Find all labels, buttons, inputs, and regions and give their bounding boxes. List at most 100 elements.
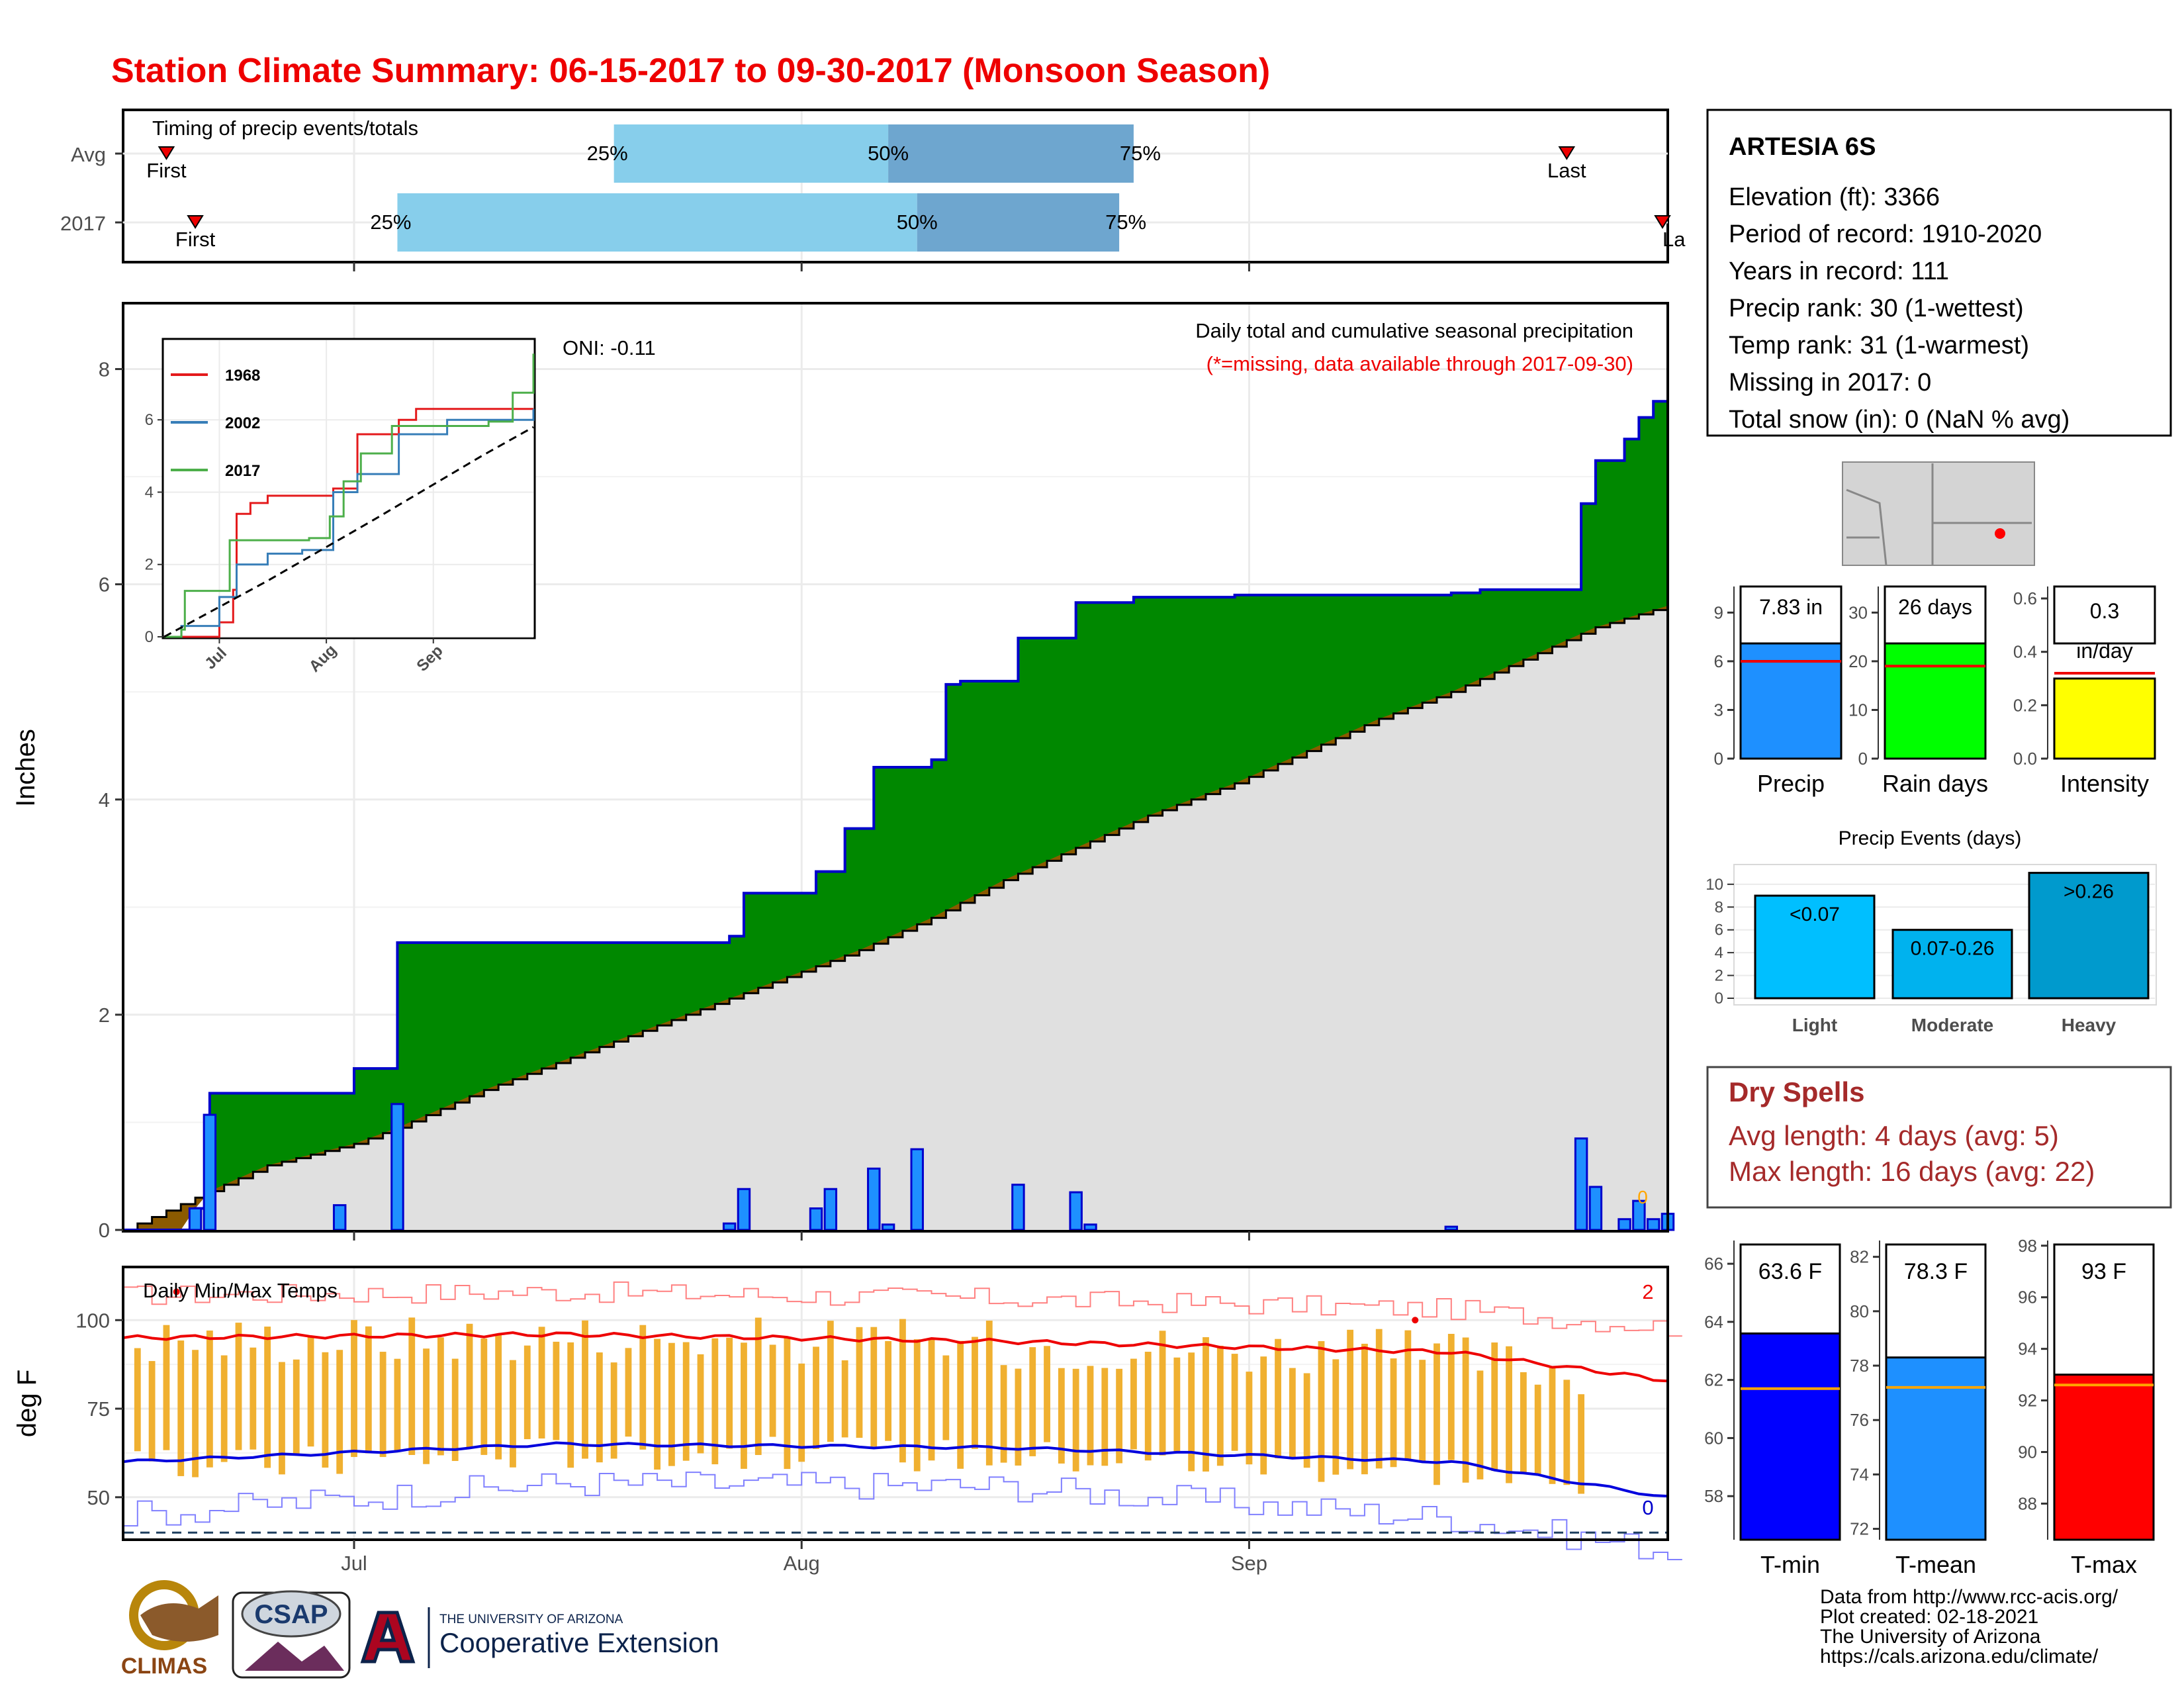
- daily-temps-panel: 50 75 100 Jul Aug Sep Daily Min/Max Temps de…: [13, 1266, 1682, 1575]
- temp-summary-ytick-label: 82: [1850, 1247, 1869, 1267]
- daily-temp-bar: [625, 1348, 632, 1437]
- daily-precip-bar: [867, 1167, 881, 1231]
- daily-temp-bar: [379, 1352, 387, 1458]
- daily-temp-bar: [654, 1338, 660, 1470]
- events-ytick-label: 2: [1715, 967, 1723, 985]
- ua-logo: THE UNIVERSITY OF ARIZONA Cooperative Ex…: [360, 1607, 719, 1668]
- timing-75-label-1: 75%: [1105, 211, 1146, 234]
- timing-bar-50-75-0: [888, 124, 1134, 183]
- temp-summary-ytick-label: 92: [2018, 1391, 2037, 1411]
- temp-summary-value-label: 93 F: [2081, 1259, 2126, 1284]
- daily-temp-bar: [1173, 1357, 1181, 1454]
- events-bar-label: >0.26: [2064, 881, 2114, 903]
- summary-ytick-label: 9: [1714, 602, 1723, 622]
- timing-25-label-0: 25%: [587, 142, 628, 165]
- timing-75-label-0: 75%: [1120, 142, 1161, 165]
- temp-summary-ytick-label: 98: [2018, 1236, 2037, 1256]
- daily-temp-bar: [220, 1355, 228, 1462]
- daily-temp-bar: [1303, 1373, 1310, 1468]
- station-location-marker: [1995, 528, 2005, 539]
- dry-spells-box: Dry Spells Avg length: 4 days (avg: 5) M…: [1706, 1066, 2172, 1209]
- record-max-count: 2: [1642, 1280, 1653, 1303]
- daily-temp-bar: [856, 1327, 863, 1438]
- summary-value-label: 0.3: [2090, 599, 2119, 623]
- daily-precip-bar: [722, 1222, 737, 1231]
- footer-credits: Data from http://www.rcc-acis.org/ Plot …: [1820, 1586, 2118, 1667]
- locator-map: [1842, 461, 2035, 566]
- inset-series-line-1: [164, 408, 535, 638]
- daily-temp-bar: [1563, 1380, 1570, 1485]
- inset-series-line-3: [163, 426, 534, 638]
- daily-temp-bar: [711, 1338, 719, 1465]
- inset-ytick-label-0: 0: [145, 628, 154, 646]
- daily-temp-bar: [754, 1317, 762, 1456]
- climas-logo: CLIMAS: [121, 1580, 218, 1679]
- dry-spells-avg: Avg length: 4 days (avg: 5): [1729, 1120, 2059, 1151]
- dry-spells-max: Max length: 16 days (avg: 22): [1729, 1156, 2095, 1187]
- daily-temp-bar: [1419, 1360, 1426, 1463]
- daily-temp-bar: [899, 1319, 906, 1463]
- daily-precip-bar: [737, 1188, 751, 1231]
- main-chart-header: Daily total and cumulative seasonal prec…: [1195, 319, 1633, 342]
- daily-temp-bar: [610, 1362, 617, 1459]
- daily-temp-bar: [596, 1352, 603, 1463]
- events-ytick-label: 0: [1715, 990, 1723, 1008]
- oni-value: ONI: -0.11: [563, 336, 656, 359]
- daily-precip-bar: [910, 1148, 924, 1231]
- record-min-count: 0: [1642, 1496, 1653, 1519]
- timing-bar-25-50-1: [397, 193, 917, 252]
- daily-temp-bar: [1159, 1331, 1166, 1456]
- timing-bar-25-50-0: [614, 124, 889, 183]
- daily-temp-bar: [1318, 1340, 1325, 1482]
- summary-category-label: Rain days: [1882, 770, 1988, 797]
- daily-precip-bar: [390, 1103, 404, 1231]
- csap-cloud: [241, 1590, 341, 1638]
- daily-temp-bar: [942, 1355, 950, 1440]
- daily-temp-bar: [466, 1323, 473, 1448]
- daily-temp-bar: [841, 1360, 848, 1438]
- temp-summary-ytick-label: 76: [1850, 1410, 1869, 1430]
- daily-temp-bar: [1534, 1384, 1541, 1475]
- temp-panel-label: Daily Min/Max Temps: [143, 1279, 338, 1302]
- daily-temp-bar: [682, 1342, 690, 1461]
- daily-temp-bar: [423, 1348, 430, 1464]
- station-info-box: ARTESIA 6S Elevation (ft): 3366 Period o…: [1706, 109, 2172, 437]
- summary-bar-rain-days: [1884, 631, 1987, 760]
- summary-value-box: [1884, 585, 1987, 645]
- main-precip-panel: 0 2 4 6 8 Inches Daily total and cumulative …: [11, 302, 1675, 1242]
- main-ytick-label-0: 0: [99, 1219, 110, 1242]
- main-panel-frame: [122, 302, 1669, 1233]
- daily-temp-bar: [1116, 1368, 1123, 1464]
- temp-summary-ytick-label: 94: [2018, 1339, 2037, 1359]
- timing-first-marker-0: [158, 146, 175, 160]
- temp-summary-bar-t-mean: [1885, 1356, 1987, 1541]
- temp-ytick-label-2: 100: [75, 1309, 110, 1332]
- record-max-marker: [1412, 1317, 1419, 1324]
- daily-temp-bar: [1549, 1366, 1556, 1484]
- footer-university: The University of Arizona: [1820, 1626, 2041, 1648]
- daily-temp-bar: [1246, 1372, 1253, 1465]
- average-min-temp-line: [122, 1441, 1668, 1498]
- timing-last-label-0: Last: [1547, 159, 1586, 182]
- daily-temp-bar: [1101, 1368, 1109, 1466]
- events-bar-light: [1754, 894, 1876, 1000]
- station-snow: Total snow (in): 0 (NaN % avg): [1729, 406, 2070, 434]
- daily-temp-bar: [1000, 1365, 1007, 1463]
- daily-temp-bar: [408, 1317, 416, 1455]
- main-chart-subheader: (*=missing, data available through 2017-…: [1206, 352, 1633, 375]
- events-ytick-label: 4: [1715, 944, 1723, 962]
- temp-summary-ytick-label: 80: [1850, 1301, 1869, 1321]
- inset-legend-label-1: 2002: [225, 414, 260, 432]
- daily-temp-bar: [1506, 1346, 1512, 1483]
- summary-category-label: Intensity: [2060, 770, 2149, 797]
- summary-ytick-label: 0.2: [2013, 695, 2037, 715]
- climas-graphic: [140, 1595, 218, 1642]
- daily-temp-bar: [538, 1327, 545, 1439]
- daily-temp-bar: [1404, 1330, 1412, 1460]
- daily-temp-bar: [870, 1327, 878, 1447]
- footer-data-source: Data from http://www.rcc-acis.org/: [1820, 1586, 2118, 1608]
- events-ytick-label: 8: [1715, 898, 1723, 916]
- daily-temp-bar: [177, 1340, 185, 1476]
- daily-temp-bar: [495, 1334, 502, 1460]
- daily-temp-bar: [192, 1350, 199, 1477]
